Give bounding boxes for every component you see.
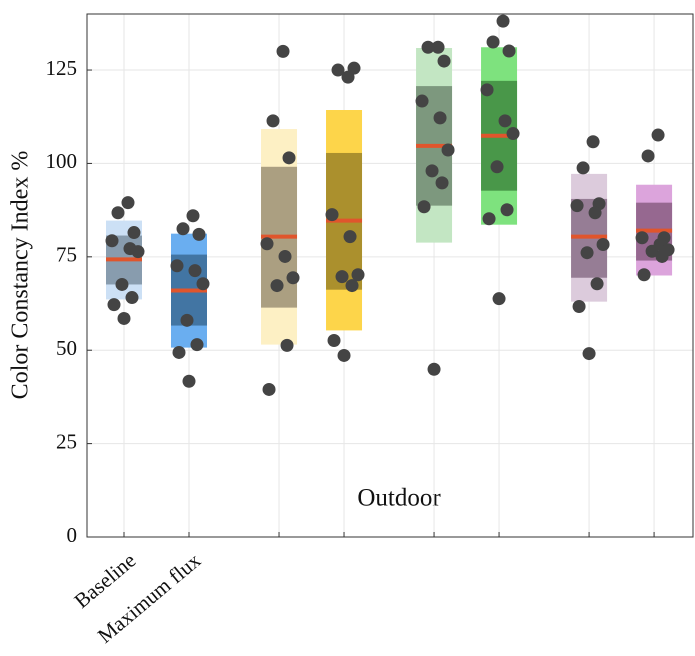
data-point — [115, 277, 129, 291]
data-point — [492, 292, 506, 306]
data-point — [117, 311, 131, 325]
data-point — [335, 270, 349, 284]
data-point — [433, 111, 447, 125]
data-point — [176, 222, 190, 236]
data-point — [431, 40, 445, 54]
data-point — [506, 127, 520, 141]
data-point — [196, 277, 210, 291]
data-point — [280, 338, 294, 352]
data-point — [325, 208, 339, 222]
data-point — [347, 61, 361, 75]
data-point — [441, 143, 455, 157]
data-point — [421, 40, 435, 54]
data-point — [502, 44, 516, 58]
data-point — [415, 94, 429, 108]
data-point — [260, 237, 274, 251]
data-point — [590, 277, 604, 291]
data-point — [596, 237, 610, 251]
y-tick-label: 100 — [46, 149, 78, 173]
data-point — [500, 203, 514, 217]
data-point — [570, 199, 584, 213]
data-point — [651, 128, 665, 142]
data-point — [105, 234, 119, 248]
data-point — [327, 334, 341, 348]
data-point — [635, 231, 649, 245]
data-point — [262, 382, 276, 396]
data-point — [486, 35, 500, 49]
data-point — [427, 362, 441, 376]
data-point — [655, 249, 669, 263]
data-point — [192, 227, 206, 241]
data-point — [482, 212, 496, 226]
data-point — [417, 200, 431, 214]
y-tick-label: 125 — [46, 56, 78, 80]
data-point — [337, 348, 351, 362]
y-tick-label: 75 — [56, 243, 77, 267]
y-tick-label: 25 — [56, 429, 77, 453]
data-point — [270, 279, 284, 293]
data-point — [343, 230, 357, 244]
data-point — [188, 264, 202, 278]
data-point — [576, 161, 590, 175]
data-point — [266, 114, 280, 128]
data-point — [172, 345, 186, 359]
data-point — [586, 135, 600, 149]
data-point — [637, 268, 651, 282]
data-point — [190, 338, 204, 352]
data-point — [498, 114, 512, 128]
data-point — [186, 209, 200, 223]
data-point — [496, 14, 510, 28]
data-point — [425, 164, 439, 178]
data-point — [180, 313, 194, 327]
data-point — [276, 44, 290, 58]
data-point — [107, 298, 121, 312]
data-point — [480, 83, 494, 97]
data-point — [121, 196, 135, 210]
data-point — [641, 149, 655, 163]
data-point — [111, 206, 125, 220]
data-point — [170, 259, 184, 273]
data-point — [580, 246, 594, 260]
data-point — [437, 54, 451, 68]
data-point — [125, 291, 139, 305]
data-point — [351, 268, 365, 282]
plot-frame — [86, 13, 694, 538]
y-axis-label: Color Constancy Index % — [8, 151, 34, 400]
data-point — [582, 347, 596, 361]
data-point — [286, 271, 300, 285]
data-point — [331, 63, 345, 77]
data-point — [435, 176, 449, 190]
data-point — [278, 249, 292, 263]
data-point — [182, 374, 196, 388]
y-tick-label: 50 — [56, 336, 77, 360]
data-point — [127, 226, 141, 240]
data-point — [645, 244, 659, 258]
y-tick-label: 0 — [67, 523, 78, 547]
annotation: Outdoor — [357, 485, 441, 512]
data-point — [572, 300, 586, 314]
data-point — [588, 206, 602, 220]
data-point — [131, 245, 145, 259]
data-point — [490, 160, 504, 174]
data-point — [345, 279, 359, 293]
data-point — [282, 151, 296, 165]
